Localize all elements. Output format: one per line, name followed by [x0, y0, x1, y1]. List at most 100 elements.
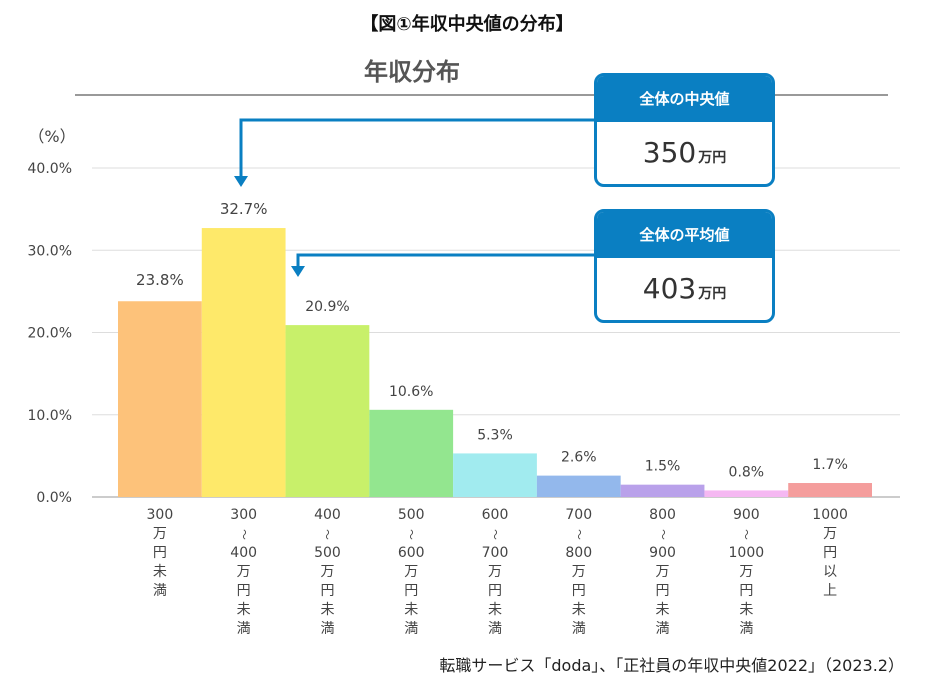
- x-tick-label-line: 〜: [572, 529, 586, 540]
- x-tick-label-line: 円: [823, 545, 838, 561]
- x-tick-label-line: 500: [397, 507, 425, 523]
- x-tick-label-line: 満: [655, 621, 670, 637]
- x-tick-label-line: 300: [146, 507, 174, 523]
- median-unit: 万円: [698, 150, 727, 166]
- y-axis-label: （%）: [28, 127, 75, 146]
- x-tick-label-line: 600: [481, 507, 509, 523]
- x-tick-label-line: 700: [481, 545, 509, 561]
- mean-unit: 万円: [698, 286, 727, 302]
- x-tick-label-line: 円: [655, 583, 670, 599]
- x-tick-label-line: 万: [404, 564, 419, 580]
- x-tick-label-line: 1000: [812, 507, 848, 523]
- x-tick-label-line: 未: [655, 602, 670, 618]
- data-label: 32.7%: [220, 200, 268, 218]
- bar: [704, 490, 789, 497]
- x-tick-label-line: 900: [649, 545, 676, 561]
- x-tick-label-line: 万: [823, 526, 838, 542]
- x-tick-label-line: 〜: [656, 529, 670, 540]
- x-tick-label: 700 〜 800 万円未満: [559, 506, 599, 639]
- x-tick-label-line: 円: [236, 583, 251, 599]
- x-tick-label-line: 〜: [237, 529, 251, 540]
- median-value: 350: [642, 136, 697, 169]
- mean-callout: 全体の平均値 403 万円: [594, 209, 775, 323]
- y-tick-label: 30.0%: [28, 243, 72, 259]
- x-tick-label-line: 800: [565, 545, 593, 561]
- x-tick-label-line: 400: [230, 545, 258, 561]
- bar: [788, 483, 872, 497]
- x-tick-label-line: 700: [565, 507, 593, 523]
- x-tick-label-line: 円: [320, 583, 335, 599]
- x-tick-label-line: 万: [571, 564, 586, 580]
- data-label: 10.6%: [389, 384, 433, 400]
- x-tick-label-line: 300: [230, 507, 258, 523]
- y-tick-label: 0.0%: [36, 490, 72, 506]
- source-note: 転職サービス「doda」、「正社員の年収中央値2022」（2023.2）: [439, 656, 904, 675]
- x-tick-label: 600 〜 700 万円未満: [475, 506, 515, 639]
- x-tick-label-line: 500: [314, 545, 341, 561]
- x-tick-label-line: 満: [488, 621, 502, 637]
- x-tick-label: 900 〜 1000 万円未満: [726, 506, 766, 639]
- x-tick-label-line: 円: [404, 583, 419, 599]
- bar: [369, 409, 454, 497]
- x-tick-label-line: 満: [404, 621, 419, 637]
- median-label: 全体の中央値: [597, 76, 772, 122]
- x-tick-label-line: 600: [397, 545, 425, 561]
- x-tick-label-line: 円: [571, 583, 586, 599]
- x-tick-label-line: 未: [152, 564, 167, 580]
- y-tick-label: 40.0%: [28, 161, 72, 177]
- x-tick-label-line: 万: [488, 564, 502, 580]
- x-tick-label-line: 上: [823, 583, 838, 599]
- x-tick-label-line: 万: [739, 564, 754, 580]
- x-tick-label-line: 800: [649, 507, 676, 523]
- data-label: 5.3%: [477, 427, 513, 443]
- x-tick-label-line: 〜: [739, 529, 753, 540]
- bar: [285, 325, 370, 497]
- x-tick-label-line: 未: [236, 602, 251, 618]
- x-tick-label-line: 満: [236, 621, 251, 637]
- mean-value: 403: [642, 272, 697, 305]
- x-tick-label-line: 未: [488, 602, 502, 618]
- x-tick-label: 300 〜 400 万円未満: [224, 506, 264, 639]
- median-arrow-head: [234, 176, 248, 187]
- x-tick-label-line: 400: [314, 507, 341, 523]
- mean-label: 全体の平均値: [597, 212, 772, 258]
- bar: [201, 228, 286, 498]
- x-tick-label-line: 〜: [488, 529, 502, 540]
- median-callout: 全体の中央値 350 万円: [594, 73, 775, 187]
- x-tick-label-line: 万: [320, 564, 335, 580]
- x-tick-label-line: 900: [732, 507, 760, 523]
- x-tick-label-line: 満: [152, 583, 167, 599]
- bar: [118, 301, 202, 497]
- bar: [453, 453, 537, 497]
- x-tick-label-line: 満: [320, 621, 335, 637]
- x-tick-label-line: 未: [739, 602, 754, 618]
- x-tick-label-line: 万: [655, 564, 670, 580]
- x-tick-label-line: 万: [236, 564, 251, 580]
- x-tick-label-line: 未: [571, 602, 586, 618]
- data-label: 1.5%: [645, 459, 681, 475]
- x-tick-label-line: 円: [488, 583, 502, 599]
- x-tick-label-line: 未: [320, 602, 335, 618]
- x-tick-label: 800 〜 900 万円未満: [643, 506, 683, 639]
- data-label: 23.8%: [136, 271, 184, 289]
- x-tick-label: 500 〜 600 万円未満: [391, 506, 431, 639]
- x-tick-label-line: 〜: [320, 529, 334, 540]
- x-tick-label-line: 未: [404, 602, 419, 618]
- x-tick-label-line: 満: [739, 621, 754, 637]
- y-tick-label: 10.0%: [28, 408, 72, 424]
- mean-arrow-head: [291, 266, 305, 277]
- x-tick-label: 400 〜 500 万円未満: [307, 506, 347, 639]
- x-tick-label: 1000 万円以上: [810, 506, 850, 601]
- x-tick-label-line: 〜: [404, 529, 418, 540]
- x-tick-label: 300 万円未満: [140, 506, 180, 601]
- mean-arrow-line: [296, 253, 594, 268]
- data-label: 20.9%: [305, 299, 349, 315]
- x-tick-label-line: 円: [739, 583, 754, 599]
- chart-title: 年収分布: [364, 58, 460, 86]
- x-tick-label-line: 1000: [728, 545, 765, 561]
- data-label: 2.6%: [561, 450, 597, 466]
- median-arrow-line: [239, 118, 594, 178]
- y-tick-label: 20.0%: [28, 326, 72, 342]
